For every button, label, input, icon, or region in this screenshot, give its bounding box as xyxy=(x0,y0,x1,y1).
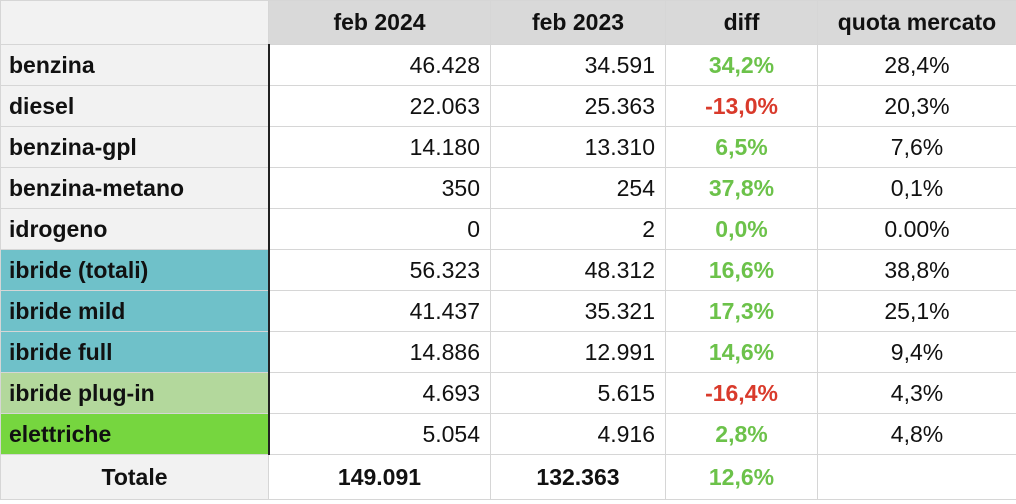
cell-feb-2024: 14.180 xyxy=(268,126,491,168)
table-row: ibride mild 41.437 35.321 17,3% 25,1% xyxy=(0,290,1016,332)
total-row: Totale 149.091 132.363 12,6% xyxy=(0,454,1016,500)
cell-quota-mercato: 4,3% xyxy=(817,372,1016,414)
row-label: ibride full xyxy=(0,331,270,373)
total-feb-2024: 149.091 xyxy=(268,454,491,500)
total-feb-2023: 132.363 xyxy=(490,454,666,500)
cell-feb-2023: 35.321 xyxy=(490,290,666,332)
cell-diff: 34,2% xyxy=(665,44,818,86)
cell-feb-2023: 254 xyxy=(490,167,666,209)
cell-feb-2023: 13.310 xyxy=(490,126,666,168)
cell-quota-mercato: 0,1% xyxy=(817,167,1016,209)
cell-feb-2024: 22.063 xyxy=(268,85,491,127)
header-quota-mercato: quota mercato xyxy=(817,0,1016,45)
table-row: elettriche 5.054 4.916 2,8% 4,8% xyxy=(0,413,1016,455)
cell-quota-mercato: 7,6% xyxy=(817,126,1016,168)
cell-feb-2024: 5.054 xyxy=(268,413,491,455)
table-row: idrogeno 0 2 0,0% 0.00% xyxy=(0,208,1016,250)
table-row: benzina-metano 350 254 37,8% 0,1% xyxy=(0,167,1016,209)
cell-quota-mercato: 38,8% xyxy=(817,249,1016,291)
cell-feb-2023: 5.615 xyxy=(490,372,666,414)
header-diff: diff xyxy=(665,0,818,45)
row-label: benzina xyxy=(0,44,270,86)
row-label: diesel xyxy=(0,85,270,127)
table-row: ibride plug-in 4.693 5.615 -16,4% 4,3% xyxy=(0,372,1016,414)
cell-diff: -16,4% xyxy=(665,372,818,414)
table-row: ibride (totali) 56.323 48.312 16,6% 38,8% xyxy=(0,249,1016,291)
cell-diff: 14,6% xyxy=(665,331,818,373)
cell-diff: 2,8% xyxy=(665,413,818,455)
cell-feb-2023: 34.591 xyxy=(490,44,666,86)
cell-quota-mercato: 28,4% xyxy=(817,44,1016,86)
cell-feb-2024: 56.323 xyxy=(268,249,491,291)
cell-quota-mercato: 4,8% xyxy=(817,413,1016,455)
table-row: ibride full 14.886 12.991 14,6% 9,4% xyxy=(0,331,1016,373)
row-label: idrogeno xyxy=(0,208,270,250)
cell-quota-mercato: 9,4% xyxy=(817,331,1016,373)
cell-diff: -13,0% xyxy=(665,85,818,127)
header-corner xyxy=(0,0,269,45)
header-feb-2023: feb 2023 xyxy=(490,0,666,45)
cell-feb-2023: 4.916 xyxy=(490,413,666,455)
table-row: diesel 22.063 25.363 -13,0% 20,3% xyxy=(0,85,1016,127)
cell-quota-mercato: 0.00% xyxy=(817,208,1016,250)
cell-diff: 16,6% xyxy=(665,249,818,291)
cell-feb-2023: 2 xyxy=(490,208,666,250)
table-row: benzina 46.428 34.591 34,2% 28,4% xyxy=(0,44,1016,86)
row-label: ibride plug-in xyxy=(0,372,270,414)
cell-quota-mercato: 25,1% xyxy=(817,290,1016,332)
table-body: benzina 46.428 34.591 34,2% 28,4% diesel 22.06… xyxy=(0,44,1016,455)
cell-quota-mercato: 20,3% xyxy=(817,85,1016,127)
cell-feb-2024: 46.428 xyxy=(268,44,491,86)
cell-feb-2023: 12.991 xyxy=(490,331,666,373)
cell-feb-2024: 41.437 xyxy=(268,290,491,332)
cell-feb-2024: 4.693 xyxy=(268,372,491,414)
header-feb-2024: feb 2024 xyxy=(268,0,491,45)
cell-diff: 17,3% xyxy=(665,290,818,332)
total-quota xyxy=(817,454,1016,500)
row-label: elettriche xyxy=(0,413,270,455)
row-label: benzina-gpl xyxy=(0,126,270,168)
total-label: Totale xyxy=(0,454,269,500)
cell-diff: 6,5% xyxy=(665,126,818,168)
total-diff: 12,6% xyxy=(665,454,818,500)
row-label: benzina-metano xyxy=(0,167,270,209)
row-label: ibride (totali) xyxy=(0,249,270,291)
cell-feb-2024: 14.886 xyxy=(268,331,491,373)
cell-feb-2024: 350 xyxy=(268,167,491,209)
cell-feb-2024: 0 xyxy=(268,208,491,250)
table-row: benzina-gpl 14.180 13.310 6,5% 7,6% xyxy=(0,126,1016,168)
cell-feb-2023: 48.312 xyxy=(490,249,666,291)
row-label: ibride mild xyxy=(0,290,270,332)
cell-diff: 0,0% xyxy=(665,208,818,250)
cell-feb-2023: 25.363 xyxy=(490,85,666,127)
cell-diff: 37,8% xyxy=(665,167,818,209)
header-row: feb 2024 feb 2023 diff quota mercato xyxy=(0,0,1016,45)
